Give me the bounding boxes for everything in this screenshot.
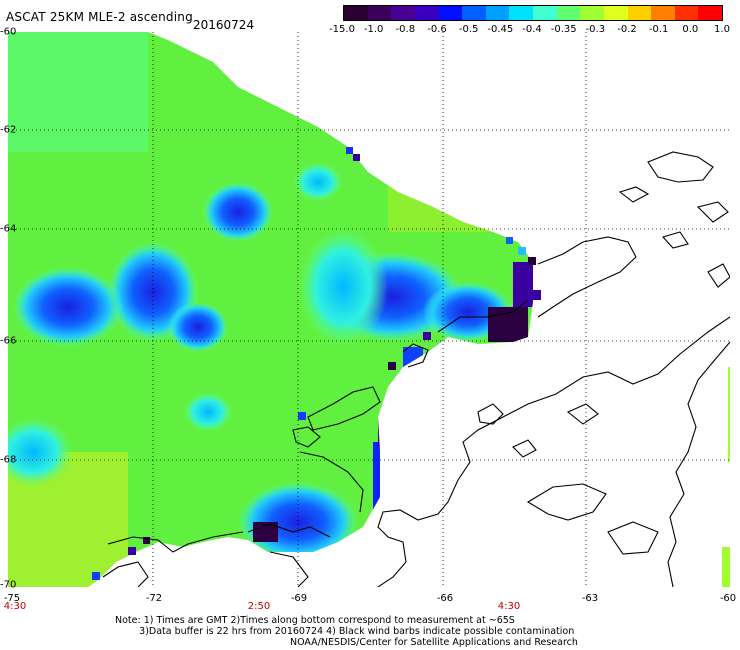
colorbar-swatch [603,6,628,20]
colorbar-label: -0.8 [395,24,416,35]
colorbar-swatch [627,6,652,20]
lon-label-72: -72 [145,593,163,604]
colorbar-label: -15.0 [329,24,355,35]
colorbar-swatch [438,6,463,20]
lat-label-68: -68 [0,454,17,466]
map-date: 20160724 [193,18,255,32]
time-label-right: 4:30 [497,601,521,612]
map-canvas [8,32,730,587]
credit-line: NOAA/NESDIS/Center for Satellite Applica… [290,637,578,648]
colorbar [343,5,723,21]
colorbar-swatch [698,6,722,20]
colorbar-swatch [509,6,533,20]
lon-label-63: -63 [581,593,599,604]
colorbar-swatch [414,6,439,20]
notes-block: Note: 1) Times are GMT 2)Times along bot… [115,615,574,637]
colorbar-swatch [556,6,581,20]
lon-label-69: -69 [290,593,308,604]
lon-label-60: -60 [719,593,737,604]
colorbar-swatch [651,6,675,20]
lat-label-60: -60 [0,26,17,38]
colorbar-label: 1.0 [714,24,730,35]
lat-label-64: -64 [0,223,17,235]
colorbar-label: -0.4 [522,24,542,35]
lat-label-66: -66 [0,335,17,347]
notes-line-2: 3)Data buffer is 22 hrs from 20160724 4)… [139,626,575,637]
lat-label-70: -70 [0,579,17,591]
map-title: ASCAT 25KM MLE-2 ascending [6,10,193,24]
colorbar-label: -0.45 [487,24,514,35]
colorbar-swatch [462,6,486,20]
time-label-left: 4:30 [3,601,27,612]
colorbar-label: -0.35 [550,24,577,35]
data-edge-pixels [92,147,730,587]
colorbar-label: -1.0 [363,24,384,35]
colorbar-label: -0.6 [427,24,447,35]
colorbar-swatch [344,6,368,20]
colorbar-swatch [391,6,415,20]
colorbar-swatch [485,6,510,20]
colorbar-label: -0.2 [617,24,637,35]
notes-line-1: Note: 1) Times are GMT 2)Times along bot… [115,615,515,626]
colorbar-label: -0.5 [458,24,479,35]
colorbar-swatch [580,6,604,20]
graticule [8,32,730,587]
colorbar-labels: -15.0 -1.0 -0.8 -0.6 -0.5 -0.45 -0.4 -0.35 -0.3-… [329,24,735,38]
wind-field [8,32,533,587]
map-area [8,32,730,587]
coastline [102,151,730,587]
time-label-mid: 2:50 [247,601,271,612]
colorbar-label: -0.1 [648,24,669,35]
colorbar-swatch [533,6,557,20]
colorbar-swatch [674,6,699,20]
lon-label-75: -75 [3,593,21,604]
lon-label-66: -66 [436,593,454,604]
lat-label-62: -62 [0,124,17,136]
colorbar-swatch [367,6,392,20]
colorbar-label: -0.3 [585,24,606,35]
colorbar-label: 0.0 [682,24,699,35]
